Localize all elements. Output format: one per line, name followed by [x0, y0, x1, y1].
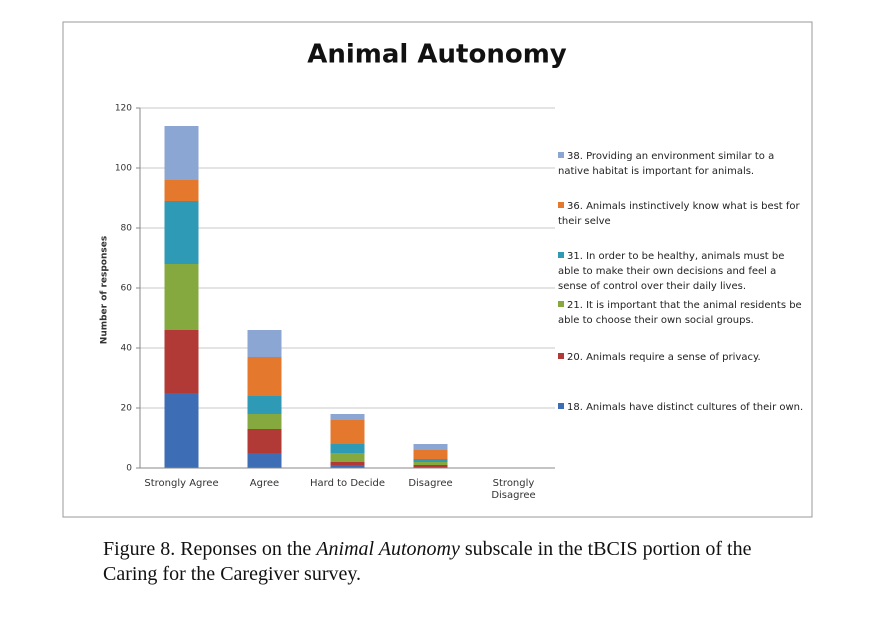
bar-segment — [247, 396, 282, 414]
bar-segment — [247, 330, 282, 357]
y-axis-label: Number of responses — [100, 236, 110, 344]
legend-swatch — [558, 252, 564, 258]
legend-item: 31. In order to be healthy, animals must… — [558, 249, 808, 294]
legend-swatch — [558, 152, 564, 158]
legend-label: 20. Animals require a sense of privacy. — [567, 352, 761, 363]
bar-segment — [413, 444, 448, 450]
y-tick-label: 100 — [115, 164, 132, 174]
legend-swatch — [558, 353, 564, 359]
figure-caption: Figure 8. Reponses on the Animal Autonom… — [103, 537, 803, 587]
bar-segment — [413, 465, 448, 468]
bar-segment — [164, 180, 199, 201]
chart-title: Animal Autonomy — [307, 40, 567, 70]
legend-item: 21. It is important that the animal resi… — [558, 298, 808, 328]
bar-segment — [247, 453, 282, 468]
chart-border — [62, 21, 813, 518]
bar-segment — [330, 444, 365, 453]
legend-swatch — [558, 301, 564, 307]
bar-segment — [413, 462, 448, 465]
x-tick-label: Hard to Decide — [310, 478, 385, 489]
legend-item: 38. Providing an environment similar to … — [558, 149, 808, 179]
legend-swatch — [558, 202, 564, 208]
legend-swatch — [558, 403, 564, 409]
y-tick-label: 80 — [121, 224, 133, 234]
legend-label: 18. Animals have distinct cultures of th… — [567, 402, 804, 413]
x-tick-label: Disagree — [408, 478, 453, 489]
bar-segment — [413, 450, 448, 459]
caption-italic: Animal Autonomy — [316, 538, 460, 560]
legend-label: 31. In order to be healthy, animals must… — [558, 251, 785, 292]
legend-item: 20. Animals require a sense of privacy. — [558, 350, 808, 365]
bar-segment — [247, 414, 282, 429]
x-tick-label: Strongly Disagree — [491, 478, 536, 501]
legend-label: 38. Providing an environment similar to … — [558, 151, 775, 177]
y-tick-label: 120 — [115, 104, 132, 114]
bar-segment — [330, 420, 365, 444]
legend-item: 36. Animals instinctively know what is b… — [558, 199, 808, 229]
y-tick-label: 20 — [121, 404, 133, 414]
caption-text: subscale in the tBCIS portion of the Car… — [103, 538, 752, 585]
y-tick-label: 0 — [126, 464, 132, 474]
bar-segment — [247, 429, 282, 453]
legend-item: 18. Animals have distinct cultures of th… — [558, 400, 808, 415]
bar-segment — [413, 459, 448, 462]
x-tick-label: Agree — [249, 478, 280, 489]
y-tick-label: 60 — [121, 284, 133, 294]
bar-segment — [247, 357, 282, 396]
bar-segment — [164, 201, 199, 264]
y-tick-label: 40 — [121, 344, 133, 354]
bar-segment — [164, 330, 199, 393]
bar-segment — [164, 126, 199, 180]
bar-segment — [330, 465, 365, 468]
bar-segment — [164, 393, 199, 468]
legend-label: 36. Animals instinctively know what is b… — [558, 201, 800, 227]
legend-label: 21. It is important that the animal resi… — [558, 300, 802, 326]
bar-segment — [330, 462, 365, 465]
bar-segment — [330, 453, 365, 462]
x-tick-label: Strongly Agree — [144, 478, 219, 489]
bar-segment — [164, 264, 199, 330]
caption-text: Figure 8. Reponses on the — [103, 538, 317, 560]
bar-segment — [330, 414, 365, 420]
